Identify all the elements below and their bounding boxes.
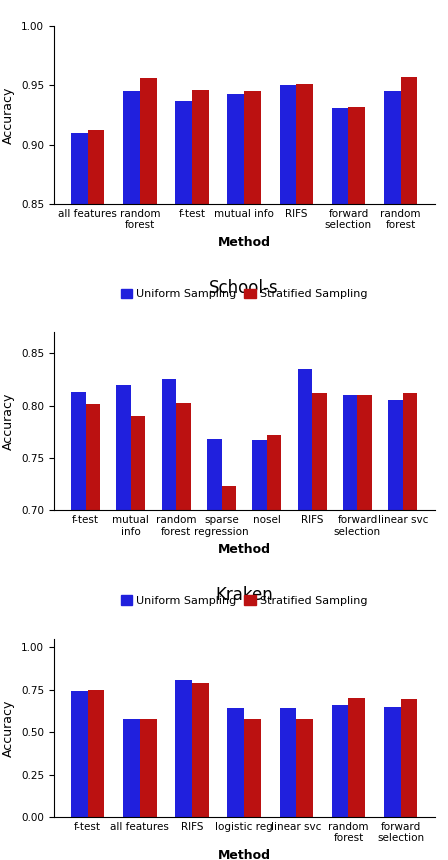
Bar bbox=[162, 379, 176, 860]
Bar bbox=[71, 392, 86, 860]
Bar bbox=[228, 708, 244, 817]
Bar bbox=[123, 719, 140, 817]
Bar bbox=[71, 132, 88, 860]
Bar bbox=[403, 393, 417, 860]
Bar bbox=[88, 131, 104, 860]
Bar bbox=[221, 487, 236, 860]
Title: Kraken: Kraken bbox=[215, 586, 273, 604]
Bar bbox=[384, 707, 401, 817]
Bar bbox=[131, 416, 146, 860]
Bar bbox=[388, 401, 403, 860]
Y-axis label: Accuracy: Accuracy bbox=[2, 393, 15, 450]
Bar bbox=[140, 78, 156, 860]
X-axis label: Method: Method bbox=[218, 236, 271, 249]
Bar bbox=[358, 396, 372, 860]
Y-axis label: Accuracy: Accuracy bbox=[2, 86, 15, 144]
Bar bbox=[176, 402, 191, 860]
Bar bbox=[71, 691, 88, 817]
Bar bbox=[175, 679, 192, 817]
Bar bbox=[192, 90, 209, 860]
Bar bbox=[88, 690, 104, 817]
Bar bbox=[116, 384, 131, 860]
Bar bbox=[267, 435, 281, 860]
Bar bbox=[296, 84, 313, 860]
Bar bbox=[297, 369, 312, 860]
X-axis label: Method: Method bbox=[218, 849, 271, 860]
Bar bbox=[244, 91, 261, 860]
Bar bbox=[332, 108, 349, 860]
Bar bbox=[296, 719, 313, 817]
Y-axis label: Accuracy: Accuracy bbox=[2, 699, 15, 757]
Bar bbox=[86, 403, 100, 860]
Bar bbox=[384, 91, 401, 860]
Legend: Uniform Sampling, Stratified Sampling: Uniform Sampling, Stratified Sampling bbox=[116, 285, 372, 304]
Title: School-s: School-s bbox=[209, 280, 279, 298]
Bar bbox=[140, 719, 156, 817]
X-axis label: Method: Method bbox=[218, 543, 271, 556]
Bar bbox=[349, 107, 365, 860]
Bar bbox=[280, 85, 296, 860]
Bar bbox=[228, 94, 244, 860]
Bar bbox=[252, 440, 267, 860]
Bar bbox=[401, 77, 417, 860]
Bar bbox=[343, 396, 358, 860]
Bar bbox=[349, 698, 365, 817]
Bar bbox=[175, 101, 192, 860]
Bar bbox=[280, 709, 296, 817]
Bar bbox=[207, 439, 221, 860]
Bar bbox=[123, 91, 140, 860]
Bar bbox=[244, 719, 261, 817]
Legend: Uniform Sampling, Stratified Sampling: Uniform Sampling, Stratified Sampling bbox=[116, 591, 372, 611]
Bar bbox=[192, 683, 209, 817]
Bar bbox=[332, 705, 349, 817]
Bar bbox=[401, 699, 417, 817]
Bar bbox=[312, 393, 327, 860]
